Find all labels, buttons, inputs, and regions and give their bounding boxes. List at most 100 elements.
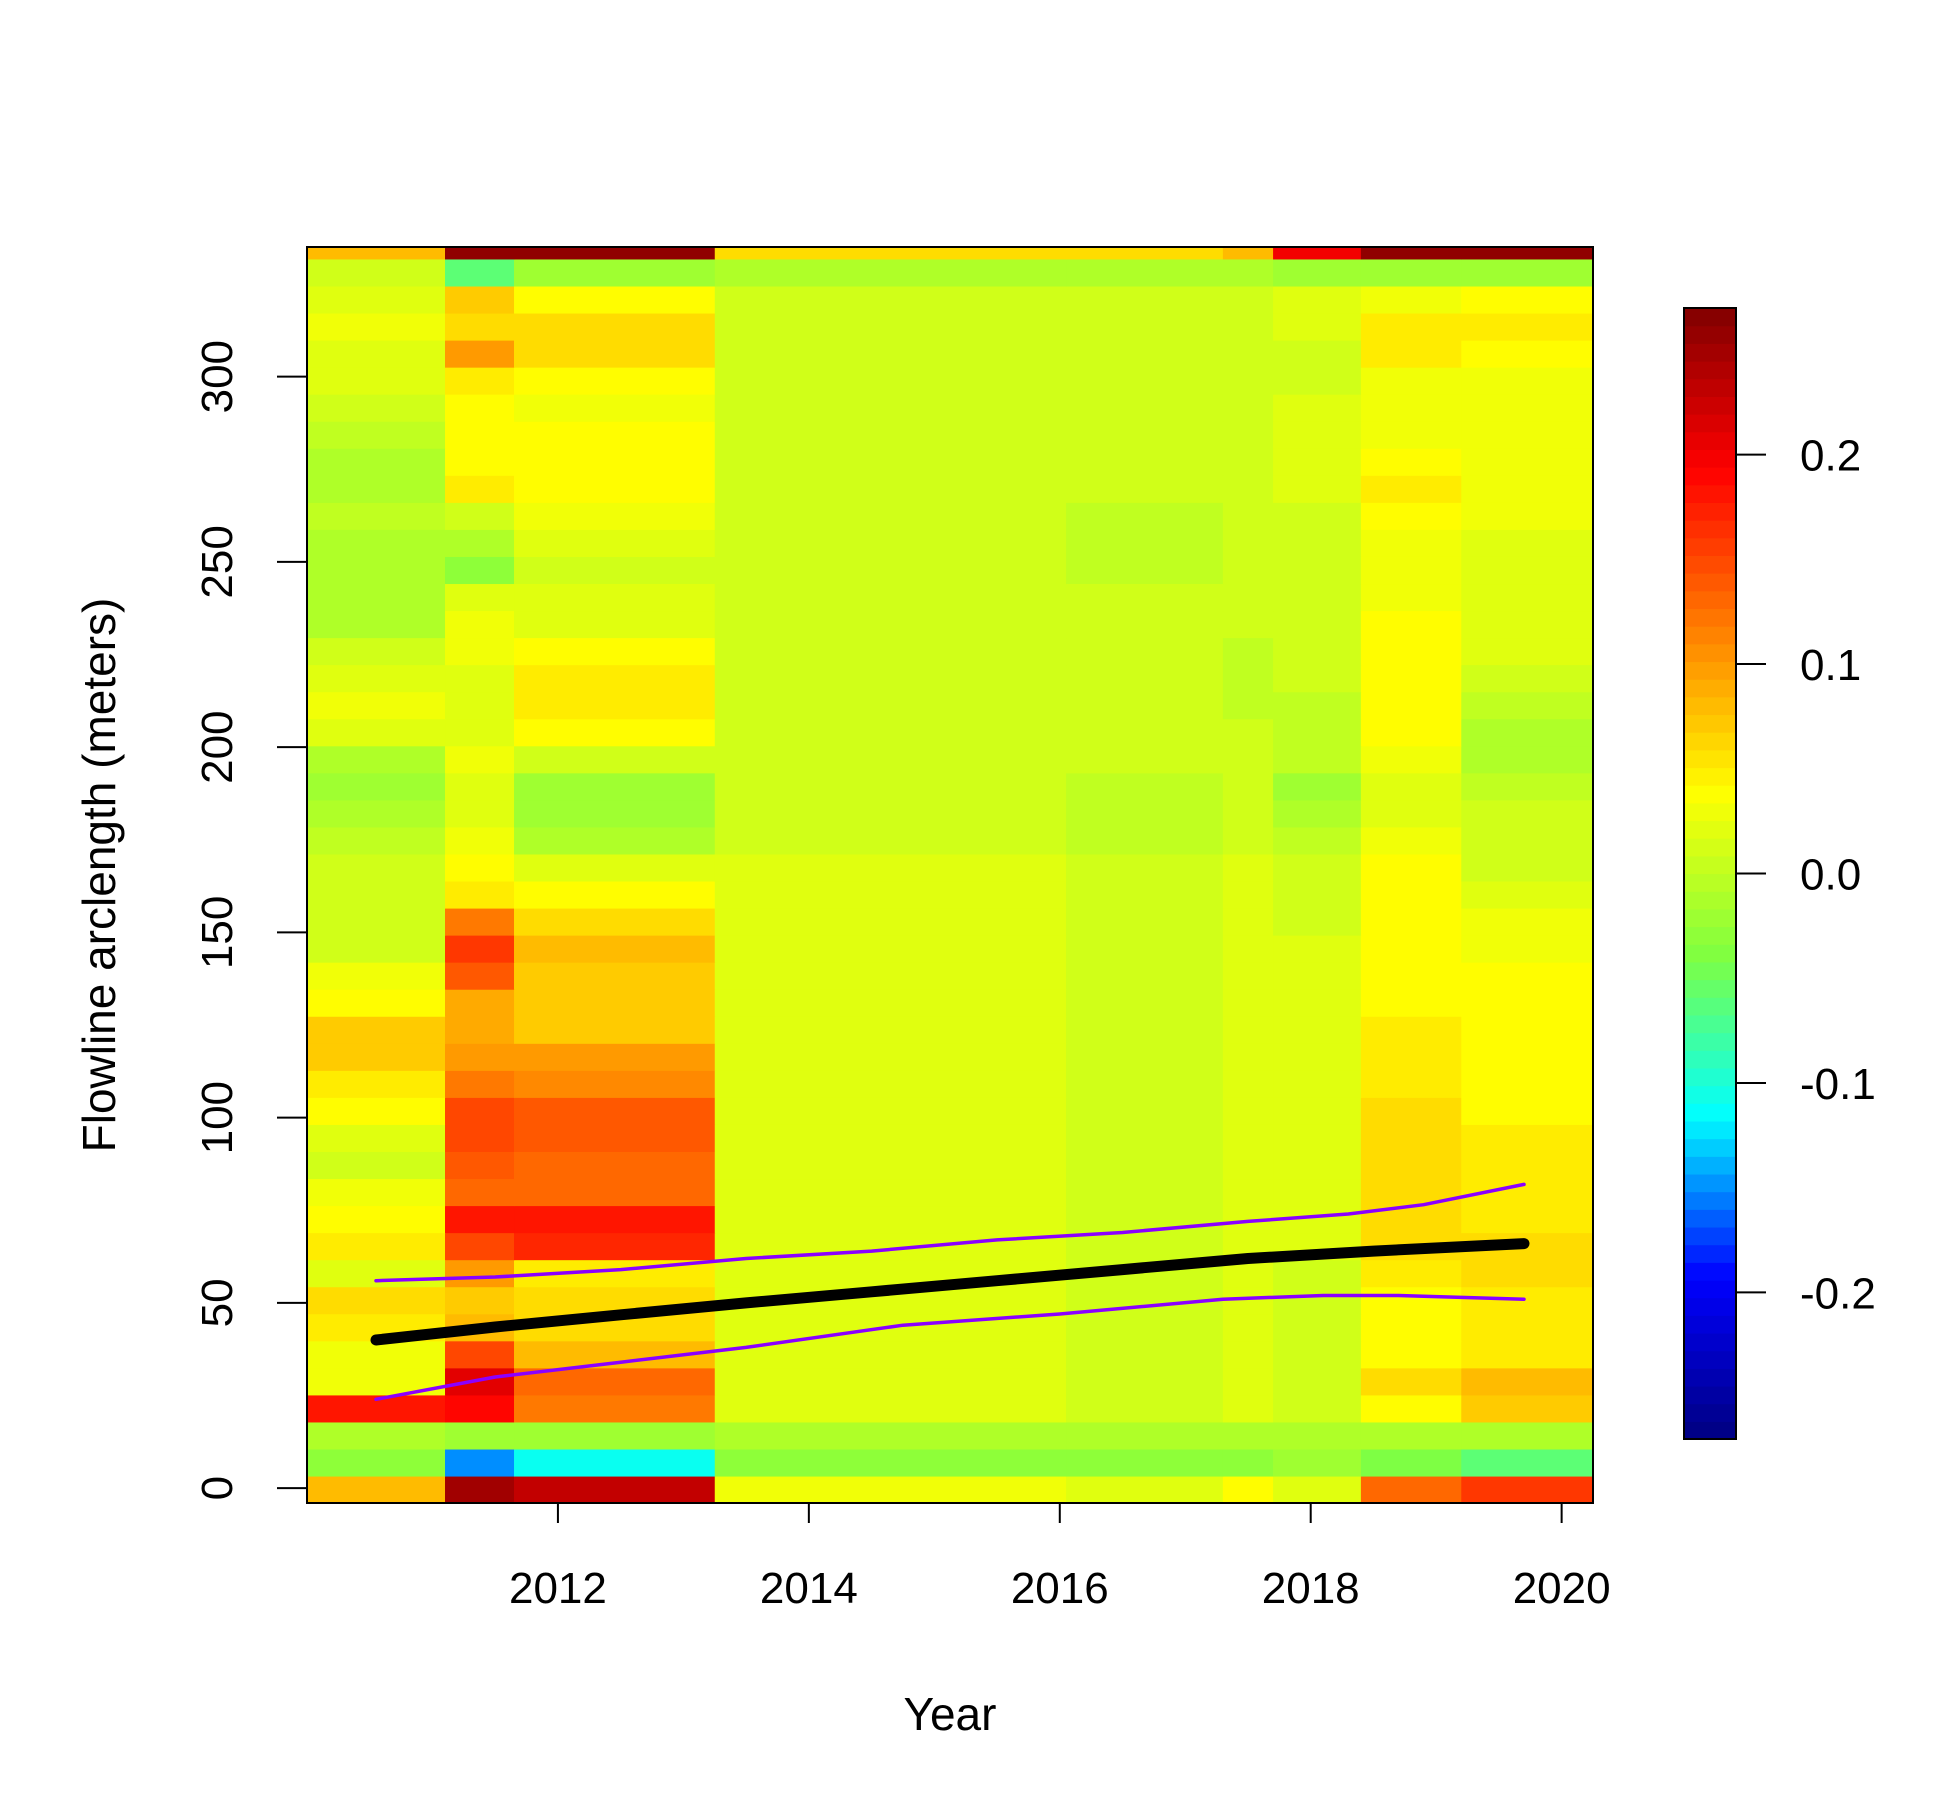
- heatmap-cell: [307, 718, 446, 747]
- heatmap-cell: [307, 1043, 446, 1071]
- y-tick-label: 200: [193, 710, 242, 783]
- heatmap-cell: [307, 691, 446, 720]
- heatmap-cell: [714, 1448, 1067, 1477]
- heatmap-cell: [1222, 610, 1274, 639]
- heatmap-cell: [445, 664, 515, 693]
- heatmap-cell: [1273, 1475, 1362, 1504]
- colorbar-swatch: [1684, 1209, 1736, 1228]
- heatmap-cell: [307, 1124, 446, 1152]
- heatmap-cell: [514, 691, 716, 720]
- heatmap-cell: [1273, 1259, 1362, 1288]
- colorbar-swatch: [1684, 502, 1736, 521]
- colorbar-swatch: [1684, 1032, 1736, 1051]
- heatmap-cell: [514, 935, 716, 963]
- heatmap-cell: [714, 285, 1067, 314]
- heatmap-cell: [307, 1178, 446, 1207]
- heatmap-cell: [714, 1394, 1067, 1423]
- heatmap-cell: [1461, 1016, 1594, 1044]
- heatmap-cell: [1066, 1016, 1224, 1044]
- heatmap-cell: [714, 367, 1067, 395]
- heatmap-cell: [714, 664, 1067, 693]
- heatmap-cell: [1273, 691, 1362, 720]
- heatmap-cell: [1222, 880, 1274, 909]
- heatmap-cell: [714, 1475, 1067, 1504]
- heatmap-cell: [1461, 312, 1594, 341]
- heatmap-cell: [1360, 799, 1462, 828]
- heatmap-cell: [714, 1070, 1067, 1098]
- heatmap-cell: [1461, 1394, 1594, 1423]
- colorbar-swatch: [1684, 820, 1736, 839]
- colorbar-swatch: [1684, 926, 1736, 945]
- colorbar-tick-label: -0.2: [1800, 1269, 1876, 1318]
- heatmap-cell: [714, 989, 1067, 1017]
- heatmap-cell: [514, 1178, 716, 1207]
- heatmap-cell: [1222, 421, 1274, 449]
- heatmap-cell: [1066, 1043, 1224, 1071]
- y-tick-label: 50: [193, 1278, 242, 1327]
- heatmap-cell: [1273, 907, 1362, 936]
- heatmap-cell: [514, 1448, 716, 1477]
- colorbar-swatch: [1684, 997, 1736, 1016]
- heatmap-cell: [445, 502, 515, 530]
- heatmap-cell: [307, 556, 446, 585]
- heatmap-cell: [1461, 772, 1594, 801]
- heatmap-cell: [1360, 745, 1462, 774]
- colorbar-tick-label: 0.2: [1800, 432, 1861, 481]
- heatmap-cell: [1360, 962, 1462, 990]
- colorbar-swatch: [1684, 749, 1736, 769]
- heatmap-cell: [1066, 907, 1224, 936]
- heatmap-cell: [1461, 1367, 1594, 1396]
- colorbar-swatch: [1684, 661, 1736, 680]
- heatmap-cell: [714, 421, 1067, 449]
- colorbar-swatch: [1684, 1156, 1736, 1175]
- heatmap-cell: [1222, 394, 1274, 422]
- heatmap-cell: [1273, 880, 1362, 909]
- heatmap-cell: [445, 1394, 515, 1423]
- heatmap-cell: [1222, 1340, 1274, 1369]
- heatmap-cell: [1461, 285, 1594, 314]
- colorbar: -0.2 -0.1 0.0 0.1 0.2: [1683, 307, 1876, 1440]
- heatmap-cell: [1461, 799, 1594, 828]
- heatmap-cell: [445, 989, 515, 1017]
- heatmap-cell: [1360, 1043, 1462, 1071]
- heatmap-cell: [307, 1205, 446, 1234]
- y-tick-label: 0: [193, 1476, 242, 1500]
- colorbar-swatch: [1684, 484, 1736, 503]
- heatmap-cell: [1066, 989, 1224, 1017]
- heatmap-cell: [1222, 691, 1274, 720]
- heatmap-cell: [1066, 312, 1224, 341]
- heatmap-cell: [714, 258, 1067, 287]
- heatmap-cell: [307, 989, 446, 1017]
- heatmap-cell: [1066, 1178, 1224, 1207]
- heatmap-cell: [1273, 1151, 1362, 1180]
- heatmap-cell: [1273, 772, 1362, 801]
- colorbar-swatch: [1684, 378, 1736, 397]
- heatmap-cell: [1461, 1070, 1594, 1098]
- heatmap-cell: [1222, 285, 1274, 314]
- heatmap-cell: [1360, 1448, 1462, 1477]
- heatmap-cell: [1222, 1475, 1274, 1504]
- lower-bound-line: [374, 1293, 1526, 1402]
- heatmap-cell: [307, 1232, 446, 1261]
- y-tick-label: 150: [193, 896, 242, 969]
- heatmap-cell: [1066, 880, 1224, 909]
- heatmap-cell: [514, 799, 716, 828]
- colorbar-swatch: [1684, 714, 1736, 733]
- heatmap-cell: [514, 826, 716, 855]
- x-tick-label: 2016: [1011, 1564, 1109, 1613]
- heatmap-cell: [1066, 1367, 1224, 1396]
- colorbar-swatch: [1684, 767, 1736, 786]
- heatmap-cell: [1273, 1178, 1362, 1207]
- heatmap-cell: [1066, 826, 1224, 855]
- heatmap-cell: [1273, 799, 1362, 828]
- colorbar-swatch: [1684, 1279, 1736, 1299]
- heatmap-cell: [1066, 637, 1224, 666]
- heatmap-cell: [445, 880, 515, 909]
- colorbar-swatch: [1684, 1050, 1736, 1069]
- colorbar-tick-label: 0.0: [1800, 851, 1861, 900]
- heatmap-cell: [445, 1232, 515, 1261]
- heatmap-cell: [714, 475, 1067, 503]
- heatmap-cell: [1066, 962, 1224, 990]
- heatmap-cell: [445, 1151, 515, 1180]
- heatmap-cell: [1273, 394, 1362, 422]
